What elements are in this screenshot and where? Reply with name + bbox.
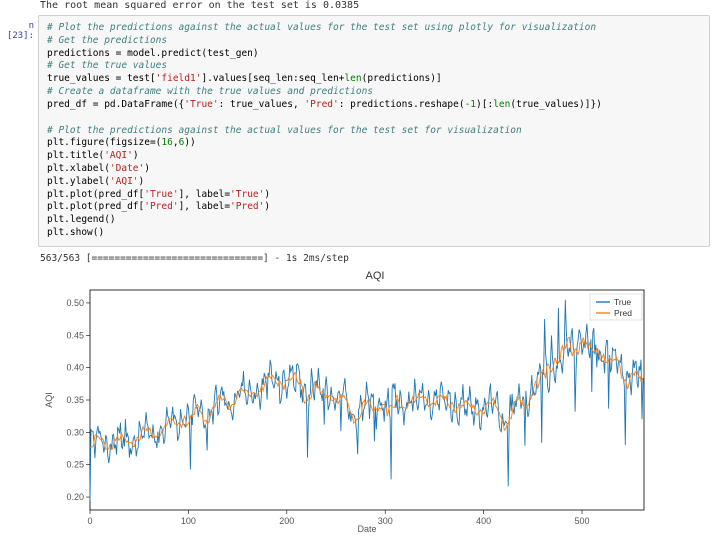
chart-title: AQI: [40, 268, 710, 284]
svg-text:0.35: 0.35: [66, 395, 84, 405]
output-rmse-text: The root mean squared error on the test …: [0, 0, 720, 15]
svg-text:0.45: 0.45: [66, 330, 84, 340]
code-editor[interactable]: # Plot the predictions against the actua…: [38, 15, 710, 247]
svg-text:0.25: 0.25: [66, 460, 84, 470]
svg-text:300: 300: [378, 516, 393, 526]
svg-text:0.40: 0.40: [66, 362, 84, 372]
code-line: predictions = model.predict(test_gen): [47, 48, 259, 59]
code-comment: # Plot the predictions against the actua…: [47, 22, 596, 33]
keras-progress-output: 563/563 [==============================]…: [0, 251, 720, 268]
svg-text:0.20: 0.20: [66, 492, 84, 502]
code-cell-container: n [23]: # Plot the predictions against t…: [0, 15, 720, 247]
svg-text:0: 0: [87, 516, 92, 526]
svg-text:0.30: 0.30: [66, 427, 84, 437]
svg-text:200: 200: [279, 516, 294, 526]
svg-text:500: 500: [574, 516, 589, 526]
code-comment: # Create a dataframe with the true value…: [47, 86, 373, 97]
svg-text:Pred: Pred: [614, 308, 632, 318]
code-comment: # Plot the predictions against the actua…: [47, 125, 522, 136]
input-prompt: n [23]:: [0, 15, 38, 41]
aqi-chart: 0.20 0.25 0.30 0.35 0.40 0.45 0.50 0 100 200 300 40…: [40, 284, 704, 534]
svg-text:400: 400: [476, 516, 491, 526]
svg-text:AQI: AQI: [44, 392, 54, 408]
code-comment: # Get the true values: [47, 60, 167, 71]
svg-text:Date: Date: [357, 524, 376, 534]
aqi-chart-container: AQI 0.20 0.25 0.30 0.35 0.40 0.45 0.50 0 100 200 3…: [40, 268, 710, 534]
svg-text:0.50: 0.50: [66, 298, 84, 308]
code-comment: # Get the predictions: [47, 35, 167, 46]
svg-text:True: True: [614, 297, 631, 307]
svg-text:100: 100: [181, 516, 196, 526]
